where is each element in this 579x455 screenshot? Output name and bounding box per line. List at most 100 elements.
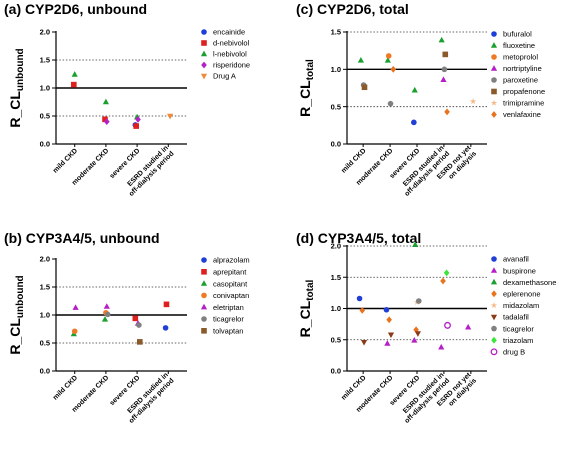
chart-title: (d) CYP3A4/5, total xyxy=(296,230,421,246)
legend-label-buspirone: buspirone xyxy=(503,266,536,275)
y-tick-label: 1.5 xyxy=(40,56,50,65)
y-tick-label: 0.0 xyxy=(40,140,50,149)
legend-marker-risperidone xyxy=(201,61,207,69)
data-point-tolvaptan xyxy=(136,339,143,345)
legend-label-ticagrelor: ticagrelor xyxy=(503,324,534,333)
legend-marker-paroxetine xyxy=(491,77,497,83)
legend-label-triazolam: triazolam xyxy=(503,336,533,345)
legend-marker-conivaptan xyxy=(201,292,207,299)
y-tick-label: 1.5 xyxy=(40,283,50,292)
y-tick-label: 1.0 xyxy=(40,84,50,93)
data-point-eplerenone xyxy=(413,326,419,334)
legend-marker-d-nebivolol xyxy=(201,40,207,46)
legend-marker-alprazolam xyxy=(201,257,207,263)
y-tick-label: 1.0 xyxy=(331,65,341,74)
legend-label-venlafaxine: venlafaxine xyxy=(503,110,541,119)
y-tick-label: 1.5 xyxy=(331,28,341,37)
data-point-tadalafil xyxy=(360,340,368,346)
y-tick-label: 1.0 xyxy=(331,304,341,313)
legend-label-nortriptyline: nortriptyline xyxy=(503,64,542,73)
y-tick-label: 1.5 xyxy=(331,273,341,282)
data-point-d-nebivolol xyxy=(102,116,108,123)
data-point-eplerenone xyxy=(386,316,392,324)
data-point-nortriptyline xyxy=(440,76,447,82)
data-point-buspirone xyxy=(465,323,472,330)
y-tick-label: 2.0 xyxy=(40,255,50,264)
data-point-paroxetine xyxy=(441,66,448,73)
y-tick-label: 0.0 xyxy=(40,367,50,376)
data-point-buspirone xyxy=(411,336,418,343)
legend-marker-propafenone xyxy=(491,88,497,95)
legend-marker-triazolam xyxy=(491,336,497,344)
data-point-conivaptan xyxy=(71,328,78,335)
data-point-avanafil xyxy=(383,306,390,313)
legend-marker-tadalafil xyxy=(490,314,498,321)
legend-label-propafenone: propafenone xyxy=(503,87,545,96)
data-point-drug-b xyxy=(444,321,451,329)
legend-label-bufuralol: bufuralol xyxy=(503,30,532,39)
data-point-ticagrelor xyxy=(416,298,422,304)
legend-marker-aprepitant xyxy=(201,269,207,275)
data-point-fluoxetine xyxy=(357,56,365,63)
legend-marker-encainide xyxy=(201,29,207,35)
data-point-buspirone xyxy=(438,343,445,350)
legend-marker-metoprolol xyxy=(491,54,497,60)
y-tick-label: 2.0 xyxy=(40,28,50,37)
data-point-d-nebivolol xyxy=(71,81,77,88)
data-point-fluoxetine xyxy=(438,36,445,43)
legend-marker-dexamethasone xyxy=(490,278,498,285)
legend-marker-fluoxetine xyxy=(490,42,498,48)
data-point-fluoxetine xyxy=(384,56,391,63)
legend-label-tolvaptan: tolvaptan xyxy=(213,327,243,336)
data-point-tadalafil xyxy=(414,331,421,337)
legend-label-tadalafil: tadalafil xyxy=(503,313,529,322)
data-point-propafenone xyxy=(442,51,449,58)
legend-marker-casopitant xyxy=(200,280,208,286)
data-point-metoprolol xyxy=(385,53,392,59)
legend-label-trimipramine: trimipramine xyxy=(503,99,544,108)
y-tick-label: 0.5 xyxy=(331,335,341,344)
data-point-eplerenone xyxy=(440,277,446,285)
y-tick-label: 0.0 xyxy=(331,140,341,149)
data-point-buspirone xyxy=(384,340,391,346)
legend-label-metoprolol: metoprolol xyxy=(503,53,538,62)
legend-label-l-nebivolol: l-nebivolol xyxy=(213,50,247,59)
x-category-label: mild CKD xyxy=(340,147,367,174)
legend-marker-ticagrelor xyxy=(491,325,497,332)
data-point-fluoxetine xyxy=(411,86,418,93)
data-point-risperidone xyxy=(135,115,141,123)
panel-a: (a) CYP2D6, unbound R_CLunbound 0.0 0.5 1.0 1… xyxy=(4,1,250,198)
data-point-alprazolam xyxy=(162,325,169,331)
legend-label-dexamethasone: dexamethasone xyxy=(503,278,556,287)
legend-marker-l-nebivolol xyxy=(200,50,208,57)
legend-marker-trimipramine xyxy=(490,99,498,106)
legend-marker-ticagrelor xyxy=(201,316,207,322)
data-point-aprepitant xyxy=(132,315,139,322)
legend-label-alprazolam: alprazolam xyxy=(213,256,250,265)
data-point-casopitant xyxy=(101,316,109,322)
data-point-ticagrelor xyxy=(136,322,142,328)
y-tick-label: 2.0 xyxy=(331,242,341,251)
data-point-drug-a xyxy=(166,113,174,120)
legend-marker-eplerenone xyxy=(491,290,497,298)
legend-marker-eletriptan xyxy=(200,303,208,310)
data-point-dexamethasone xyxy=(412,241,419,247)
legend-marker-avanafil xyxy=(491,256,497,262)
chart-title: (c) CYP2D6, total xyxy=(296,1,409,17)
data-point-bufuralol xyxy=(411,119,417,126)
legend-label-eplerenone: eplerenone xyxy=(503,290,541,299)
data-point-trimipramine xyxy=(469,98,477,105)
data-point-propafenone xyxy=(361,84,368,91)
legend-marker-drug-a xyxy=(200,73,208,80)
x-category-label: mild CKD xyxy=(52,374,79,401)
data-point-paroxetine xyxy=(387,100,394,107)
x-category-label: mild CKD xyxy=(340,374,367,401)
legend-label-drug-b: drug B xyxy=(503,348,525,357)
legend-marker-bufuralol xyxy=(491,31,497,37)
legend-label-ticagrelor: ticagrelor xyxy=(213,315,244,324)
legend-label-paroxetine: paroxetine xyxy=(503,76,538,85)
legend-label-drug-a: Drug A xyxy=(213,72,236,81)
legend-label-fluoxetine: fluoxetine xyxy=(503,41,535,50)
y-tick-label: 0.5 xyxy=(40,339,50,348)
